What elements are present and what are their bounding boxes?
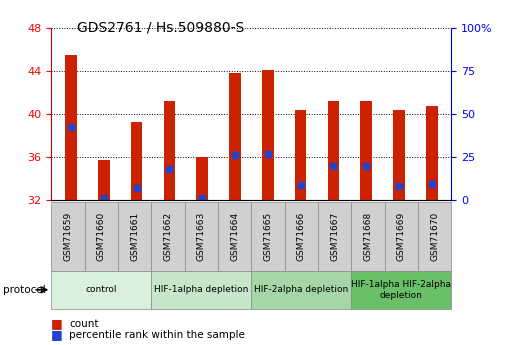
- Text: GSM71661: GSM71661: [130, 212, 139, 261]
- Text: HIF-1alpha depletion: HIF-1alpha depletion: [154, 285, 248, 294]
- Text: ■: ■: [51, 317, 63, 330]
- Bar: [229, 73, 241, 200]
- Bar: [131, 122, 142, 200]
- Text: GSM71660: GSM71660: [97, 212, 106, 261]
- Bar: [65, 55, 77, 200]
- Text: GSM71667: GSM71667: [330, 212, 339, 261]
- Text: GSM71662: GSM71662: [164, 212, 172, 261]
- Text: GSM71668: GSM71668: [364, 212, 372, 261]
- Bar: [196, 157, 208, 200]
- Text: GDS2761 / Hs.509880-S: GDS2761 / Hs.509880-S: [77, 21, 244, 35]
- Text: GSM71666: GSM71666: [297, 212, 306, 261]
- Bar: [98, 160, 109, 200]
- Text: GSM71659: GSM71659: [64, 212, 72, 261]
- Bar: [361, 101, 372, 200]
- Text: GSM71663: GSM71663: [197, 212, 206, 261]
- Text: ■: ■: [51, 328, 63, 341]
- Bar: [295, 110, 306, 200]
- Text: GSM71665: GSM71665: [264, 212, 272, 261]
- Bar: [262, 70, 273, 200]
- Text: count: count: [69, 319, 99, 328]
- Bar: [164, 101, 175, 200]
- Text: protocol: protocol: [3, 285, 45, 295]
- Text: GSM71669: GSM71669: [397, 212, 406, 261]
- Bar: [426, 106, 438, 200]
- Bar: [393, 110, 405, 200]
- Text: percentile rank within the sample: percentile rank within the sample: [69, 330, 245, 339]
- Text: GSM71670: GSM71670: [430, 212, 439, 261]
- Text: HIF-2alpha depletion: HIF-2alpha depletion: [254, 285, 348, 294]
- Text: control: control: [86, 285, 117, 294]
- Bar: [328, 101, 339, 200]
- Text: GSM71664: GSM71664: [230, 212, 239, 261]
- Text: HIF-1alpha HIF-2alpha
depletion: HIF-1alpha HIF-2alpha depletion: [351, 280, 451, 299]
